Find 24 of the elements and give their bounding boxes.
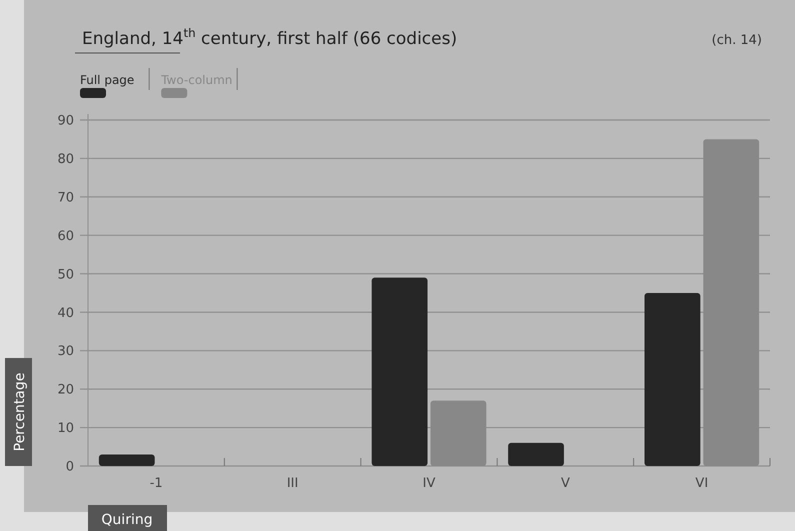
y-tick-label: 80 [57, 152, 74, 167]
bar [508, 442, 564, 466]
text: (ch. 14) [712, 33, 762, 48]
x-tick-label: -1 [150, 476, 163, 491]
x-tick-label: VI [695, 476, 708, 491]
x-tick-label: III [286, 476, 298, 491]
y-tick-label: 60 [57, 228, 74, 244]
y-tick-label: 70 [57, 190, 74, 206]
y-tick-label: 90 [57, 114, 74, 129]
text: Full page [80, 73, 134, 87]
y-tick-label: 50 [57, 267, 74, 282]
y-tick-label: 20 [57, 382, 74, 398]
bar [372, 278, 428, 466]
chart-title: England, 14$^{th}$ century, first half (66 codices) [82, 26, 458, 49]
bar [644, 293, 700, 466]
y-axis-title: Percentage [12, 372, 28, 452]
y-tick-label: 10 [57, 421, 74, 436]
y-tick-label: 30 [57, 344, 74, 360]
x-tick-label: IV [422, 476, 436, 491]
y-tick-label: 0 [66, 460, 74, 475]
y-tick-label: 40 [57, 306, 74, 321]
x-axis-title: Quiring [101, 512, 153, 528]
bar [98, 454, 155, 466]
x-tick-label: V [560, 476, 570, 491]
